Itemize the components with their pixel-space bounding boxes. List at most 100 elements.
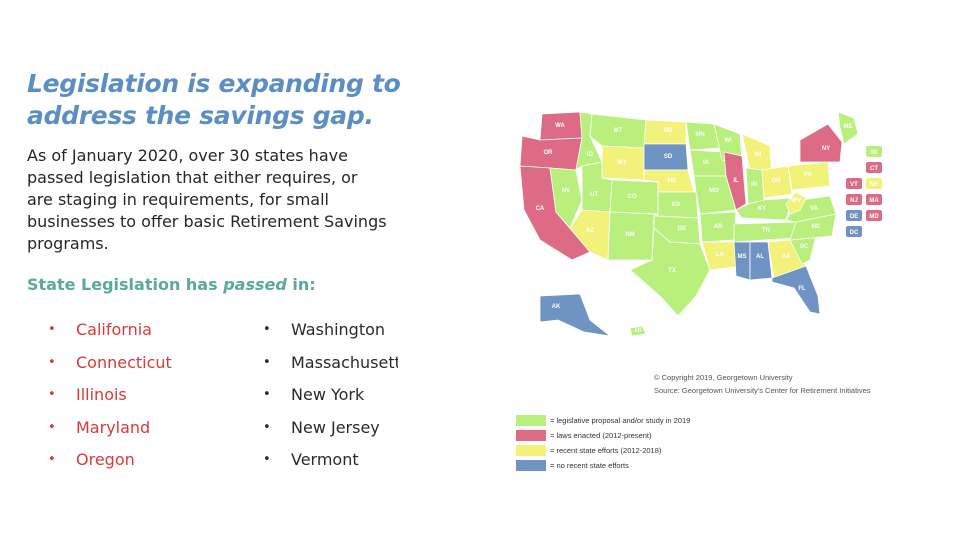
state-shape-wv xyxy=(785,191,807,215)
state-shape-ny xyxy=(799,123,843,163)
state-label-wv: WV xyxy=(791,198,801,204)
state-label-az: AZ xyxy=(586,228,594,234)
state-label-nc: NC xyxy=(812,224,821,230)
state-shape-il xyxy=(723,151,747,211)
state-shape-mo xyxy=(693,175,737,215)
state-oregon: Oregon xyxy=(48,447,172,480)
legend-label: = laws enacted (2012-present) xyxy=(550,431,652,440)
state-label-ar: AR xyxy=(714,224,723,230)
state-label-ky: KY xyxy=(758,206,766,212)
state-label-in: IN xyxy=(751,182,757,188)
state-tile-de xyxy=(846,210,862,221)
state-connecticut: Connecticut xyxy=(48,350,172,383)
legend-label: = no recent state efforts xyxy=(550,461,629,470)
state-tile-md xyxy=(866,210,882,221)
state-tile-ma xyxy=(866,194,882,205)
state-shape-me xyxy=(837,111,859,145)
legend-label: = recent state efforts (2012-2018) xyxy=(550,446,662,455)
slide-title: Legislation is expanding to address the … xyxy=(27,68,401,132)
legend-label: = legislative proposal and/or study in 2… xyxy=(550,416,691,425)
state-massachusetts: Massachusetts xyxy=(263,350,398,383)
state-california: California xyxy=(48,317,172,350)
state-shape-oh xyxy=(761,165,793,199)
state-label-me: ME xyxy=(844,124,853,130)
legend-row-laws: = laws enacted (2012-present) xyxy=(516,428,690,443)
title-line-1: Legislation is expanding to xyxy=(27,69,401,98)
state-label-wi: WI xyxy=(724,138,732,144)
state-label-nd: ND xyxy=(664,128,673,134)
state-new-york: New York xyxy=(263,382,398,415)
us-state-map: WA OR CA NV ID MT WY UT AZ CO NM ND SD NE KS OK TX MN IA MO… xyxy=(510,100,900,350)
state-shape-tx xyxy=(629,227,711,317)
state-label-mt: MT xyxy=(614,128,623,134)
state-label-co: CO xyxy=(628,194,637,200)
state-label-ny: NY xyxy=(822,146,830,152)
state-label-al: AL xyxy=(756,254,764,260)
state-label-ia: IA xyxy=(703,160,710,166)
legend-row-proposal: = legislative proposal and/or study in 2… xyxy=(516,413,690,428)
state-label-va: VA xyxy=(810,206,819,212)
state-label-ks: KS xyxy=(672,202,680,208)
state-label-ga: GA xyxy=(782,254,792,260)
map-svg: WA OR CA NV ID MT WY UT AZ CO NM ND SD NE KS OK TX MN IA MO… xyxy=(519,111,882,337)
states-list-laws: California Connecticut Illinois Maryland… xyxy=(48,317,172,480)
state-label-fl: FL xyxy=(798,286,806,292)
state-label-hi: HI xyxy=(635,328,641,334)
state-label-ms: MS xyxy=(738,254,747,260)
copyright-text: © Copyright 2019, Georgetown University xyxy=(654,373,793,382)
legend-row-none: = no recent state efforts xyxy=(516,458,690,473)
state-shape-ak xyxy=(539,293,612,337)
legend-swatch-green xyxy=(516,415,546,426)
passed-suffix: in: xyxy=(286,275,316,294)
state-tile-dc xyxy=(846,226,862,237)
state-vermont: Vermont xyxy=(263,447,398,480)
state-label-or: OR xyxy=(544,150,554,156)
state-label-tx: TX xyxy=(668,268,676,274)
state-label-ca: CA xyxy=(536,206,545,212)
state-illinois: Illinois xyxy=(48,382,172,415)
legend-swatch-yellow xyxy=(516,445,546,456)
passed-prefix: State Legislation has xyxy=(27,275,224,294)
state-tile-label-ma: MA xyxy=(869,198,879,204)
state-tile-label-vt: VT xyxy=(850,182,858,188)
state-tile-ri xyxy=(866,146,882,157)
state-tile-label-nh: NH xyxy=(870,182,879,188)
state-washington: Washington xyxy=(263,317,398,350)
state-label-id: ID xyxy=(587,152,594,158)
state-label-tn: TN xyxy=(762,228,770,234)
state-new-jersey: New Jersey xyxy=(263,415,398,448)
legend-swatch-blue xyxy=(516,460,546,471)
legend-swatch-red xyxy=(516,430,546,441)
states-list-other: Washington Massachusetts New York New Je… xyxy=(263,317,398,480)
state-tile-label-ct: CT xyxy=(870,166,878,172)
source-text: Source: Georgetown University's Center f… xyxy=(654,386,871,395)
state-tile-label-nj: NJ xyxy=(850,198,858,204)
state-tile-label-dc: DC xyxy=(850,230,859,236)
state-tile-label-de: DE xyxy=(850,214,858,220)
state-tile-ct xyxy=(866,162,882,173)
state-label-ne: NE xyxy=(668,178,676,184)
state-label-la: LA xyxy=(716,252,725,258)
state-shape-nv xyxy=(549,167,583,229)
state-label-ut: UT xyxy=(590,192,598,198)
state-label-sc: SC xyxy=(800,244,809,250)
title-line-2: address the savings gap. xyxy=(27,101,374,130)
state-label-sd: SD xyxy=(664,154,673,160)
passed-heading: State Legislation has passed in: xyxy=(27,275,316,294)
intro-paragraph: As of January 2020, over 30 states have … xyxy=(27,146,387,253)
state-tile-nh xyxy=(866,178,882,189)
state-shape-fl xyxy=(771,265,821,315)
state-label-il: IL xyxy=(733,178,739,184)
state-label-mi: MI xyxy=(755,152,762,158)
state-tile-label-ri: RI xyxy=(871,150,877,156)
state-label-ok: OK xyxy=(678,226,688,232)
state-tile-nj xyxy=(846,194,862,205)
passed-emphasis: passed xyxy=(223,275,287,294)
state-shape-ms xyxy=(733,241,751,281)
state-label-nm: NM xyxy=(625,232,634,238)
state-label-wy: WY xyxy=(617,160,627,166)
state-tile-vt xyxy=(846,178,862,189)
state-label-pa: PA xyxy=(804,172,813,178)
state-shape-pa xyxy=(787,161,831,191)
state-tile-label-md: MD xyxy=(869,214,879,220)
